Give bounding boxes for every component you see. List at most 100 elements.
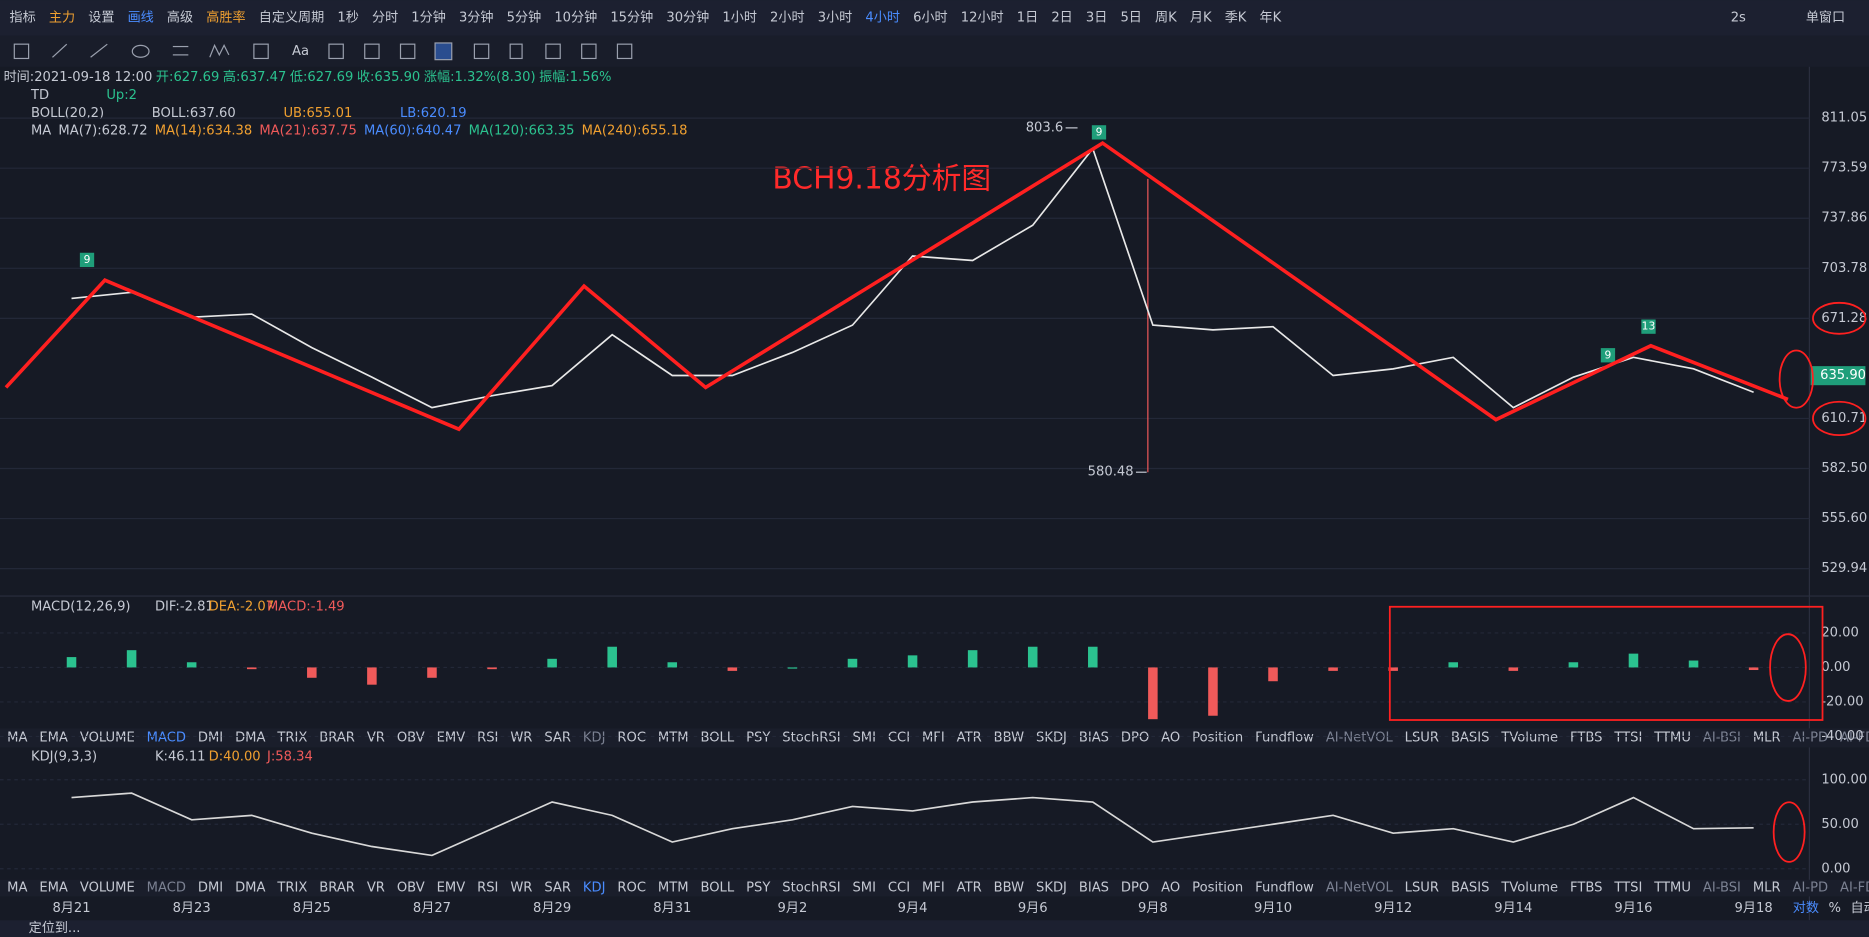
indicator-tab[interactable]: MFI — [922, 730, 945, 745]
toolbar-item[interactable]: 高级 — [167, 8, 193, 25]
indicator-tab[interactable]: SMI — [852, 881, 876, 896]
indicator-tab[interactable]: MA — [7, 730, 27, 745]
indicator-tab[interactable]: MA — [7, 881, 27, 896]
indicator-tab[interactable]: AI-PD — [1793, 730, 1829, 745]
indicator-tab[interactable]: TRIX — [276, 881, 307, 896]
indicator-tab[interactable]: TTMU — [1653, 881, 1691, 896]
indicator-tab[interactable]: OBV — [397, 730, 425, 745]
indicator-tab[interactable]: MLR — [1753, 881, 1781, 896]
toolbar-item[interactable]: 年K — [1260, 9, 1282, 25]
indicator-tab[interactable]: BRAR — [319, 730, 355, 745]
toolbar-item[interactable]: 6小时 — [913, 9, 948, 25]
indicator-tab[interactable]: WR — [510, 730, 532, 745]
toolbar-item[interactable]: 4小时 — [865, 9, 900, 25]
toolbar-item[interactable]: 3小时 — [818, 9, 853, 25]
indicator-tab[interactable]: Position — [1192, 730, 1243, 745]
indicator-tab[interactable]: TTMU — [1653, 730, 1691, 745]
indicator-tab[interactable]: MACD — [147, 881, 186, 896]
toolbar-item[interactable]: 1秒 — [337, 9, 358, 25]
indicator-tab[interactable]: MTM — [658, 730, 689, 745]
indicator-tab[interactable]: BRAR — [319, 881, 355, 896]
toolbar-item[interactable]: 指标 — [10, 9, 36, 25]
indicator-tab[interactable]: AI-BSI — [1703, 881, 1741, 896]
indicator-tab[interactable]: SMI — [852, 730, 876, 745]
indicator-tab[interactable]: AO — [1161, 730, 1180, 745]
indicator-tab[interactable]: EMV — [437, 881, 466, 896]
indicator-tab[interactable]: EMA — [39, 730, 68, 745]
indicator-tab[interactable]: TTSI — [1613, 881, 1642, 896]
indicator-tab[interactable]: AI-FDI — [1840, 730, 1869, 745]
indicator-tab[interactable]: TTSI — [1613, 730, 1642, 745]
scale-option[interactable]: 对数 — [1793, 900, 1819, 916]
toolbar-item[interactable]: 1分钟 — [411, 8, 446, 25]
indicator-tab[interactable]: StochRSI — [782, 881, 840, 896]
toolbar-item[interactable]: 2日 — [1051, 10, 1072, 25]
indicator-tab[interactable]: ROC — [617, 881, 646, 896]
indicator-tab[interactable]: TVolume — [1500, 881, 1558, 896]
text-tool[interactable]: Aa — [292, 44, 309, 59]
indicator-tab[interactable]: FTBS — [1570, 881, 1602, 896]
indicator-tab[interactable]: BIAS — [1079, 730, 1109, 745]
locate[interactable]: 定位到... — [29, 920, 81, 936]
indicator-tab[interactable]: DMI — [198, 881, 223, 896]
indicator-tab[interactable]: MFI — [922, 881, 945, 896]
refresh[interactable]: 2s — [1731, 10, 1746, 25]
indicator-tab[interactable]: AI-PD — [1793, 881, 1829, 896]
indicator-tab[interactable]: VR — [367, 881, 385, 896]
indicator-tab[interactable]: MTM — [658, 881, 689, 896]
indicator-tab[interactable]: EMV — [437, 730, 466, 745]
indicator-tab[interactable]: EMA — [39, 881, 68, 896]
toolbar-item[interactable]: 5分钟 — [507, 8, 542, 25]
indicator-tab[interactable]: ATR — [957, 881, 982, 896]
indicator-tab[interactable]: SAR — [544, 881, 571, 896]
indicator-tab[interactable]: TRIX — [276, 730, 307, 745]
toolbar-item[interactable]: 3日 — [1086, 10, 1107, 25]
indicator-tab[interactable]: RSI — [477, 730, 498, 745]
window-mode[interactable]: 单窗口 — [1806, 8, 1845, 25]
indicator-tab[interactable]: ROC — [617, 730, 646, 745]
indicator-tab[interactable]: MACD — [147, 730, 186, 745]
indicator-tab[interactable]: PSY — [746, 881, 771, 896]
indicator-tab[interactable]: BBW — [994, 881, 1025, 896]
indicator-tab[interactable]: BASIS — [1451, 881, 1489, 896]
toolbar-item[interactable]: 10分钟 — [554, 8, 597, 25]
indicator-tab[interactable]: LSUR — [1405, 881, 1439, 896]
indicator-tab[interactable]: FTBS — [1570, 730, 1602, 745]
indicator-tab[interactable]: AI-NetVOL — [1326, 730, 1394, 745]
toolbar-item[interactable]: 1日 — [1017, 10, 1038, 25]
indicator-tab[interactable]: DMA — [235, 730, 265, 745]
scale-option[interactable]: % — [1828, 901, 1840, 916]
toolbar-item[interactable]: 3分钟 — [459, 8, 494, 25]
indicator-tab[interactable]: CCI — [888, 881, 910, 896]
indicator-tab[interactable]: KDJ — [583, 730, 606, 745]
indicator-tab[interactable]: BASIS — [1451, 730, 1489, 745]
indicator-tab[interactable]: KDJ — [583, 881, 606, 896]
indicator-tab[interactable]: RSI — [477, 881, 498, 896]
indicator-tab[interactable]: WR — [510, 881, 532, 896]
toolbar-item[interactable]: 12小时 — [961, 9, 1004, 25]
indicator-tab[interactable]: AO — [1161, 881, 1180, 896]
toolbar-item[interactable]: 画线 — [128, 9, 154, 25]
toolbar-item[interactable]: 5日 — [1120, 10, 1141, 25]
toolbar-item[interactable]: 周K — [1155, 10, 1177, 25]
indicator-tab[interactable]: SAR — [544, 730, 571, 745]
indicator-tab[interactable]: DMI — [198, 730, 223, 745]
indicator-tab[interactable]: Fundflow — [1255, 881, 1314, 896]
indicator-tab[interactable]: DMA — [235, 881, 265, 896]
indicator-tab[interactable]: TVolume — [1500, 730, 1558, 745]
indicator-tab[interactable]: BOLL — [700, 881, 734, 896]
indicator-tab[interactable]: VOLUME — [80, 730, 135, 745]
toolbar-item[interactable]: 设置 — [88, 9, 114, 25]
indicator-tab[interactable]: BBW — [994, 730, 1025, 745]
toolbar-item[interactable]: 2小时 — [770, 9, 805, 25]
draw-tools[interactable] — [13, 42, 633, 61]
toolbar-item[interactable]: 主力 — [49, 9, 75, 25]
indicator-tab[interactable]: Fundflow — [1255, 730, 1314, 745]
toolbar-item[interactable]: 高胜率 — [206, 8, 245, 25]
indicator-tab[interactable]: OBV — [397, 881, 425, 896]
indicator-tab[interactable]: AI-BSI — [1703, 730, 1741, 745]
indicator-tab[interactable]: CCI — [888, 730, 910, 745]
indicator-tab[interactable]: SKDJ — [1036, 730, 1067, 745]
indicator-tab[interactable]: LSUR — [1405, 730, 1439, 745]
toolbar-item[interactable]: 15分钟 — [610, 8, 653, 25]
